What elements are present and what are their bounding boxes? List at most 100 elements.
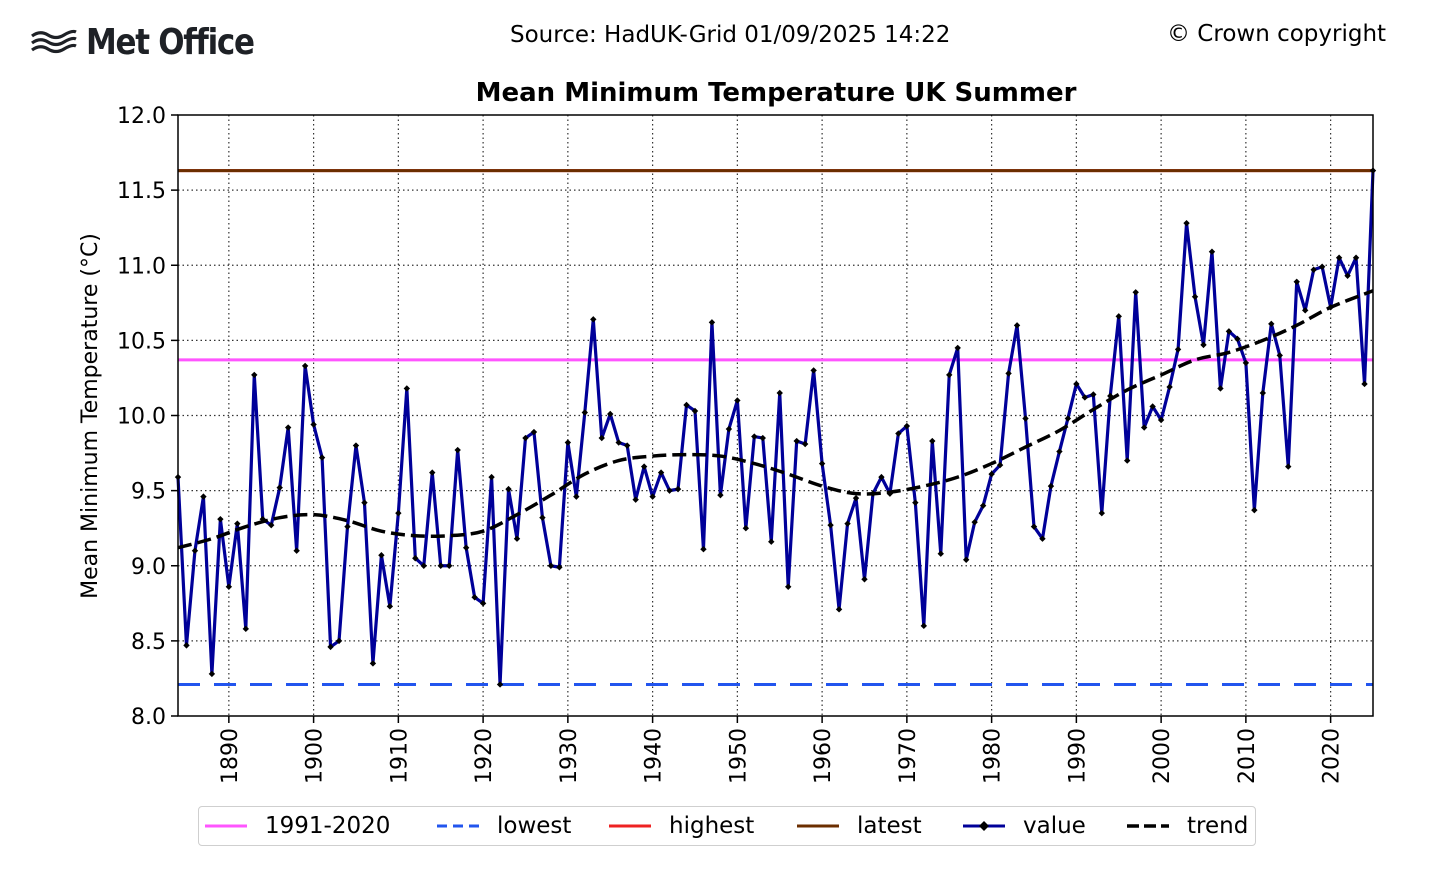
reference-lines (178, 169, 1373, 686)
chart-title: Mean Minimum Temperature UK Summer (476, 78, 1077, 108)
y-tick-label: 11.5 (117, 179, 166, 204)
value-point (691, 407, 699, 415)
value-point (369, 660, 377, 667)
value-point (666, 487, 673, 494)
value-point (1022, 415, 1029, 422)
legend: 1991-2020 lowest highest latest value tr… (198, 806, 1256, 846)
value-point (801, 440, 809, 448)
value-point (632, 496, 639, 503)
value-point (895, 430, 902, 437)
logo-text: Met Office (86, 21, 255, 63)
value-point (242, 625, 250, 633)
value-point (844, 520, 851, 527)
value-point (1030, 523, 1038, 530)
value-point (1183, 219, 1190, 227)
value-point (522, 434, 529, 442)
value-point (835, 606, 843, 613)
value-point (1318, 263, 1326, 270)
legend-swatch-lowest (437, 824, 479, 828)
value-point (590, 316, 597, 323)
legend-label-value: value (1023, 813, 1086, 839)
value-point (903, 422, 911, 430)
value-point (573, 493, 580, 500)
series-layer (174, 167, 1377, 688)
chart: Mean Minimum Temperature UK Summer Mean … (78, 78, 1377, 784)
value-point (768, 538, 775, 545)
value-point (1200, 341, 1207, 349)
value-point (403, 385, 411, 392)
value-point (1361, 380, 1368, 388)
value-point (1242, 359, 1250, 367)
value-point (556, 564, 563, 571)
source-text: Source: HadUK-Grid 01/09/2025 14:22 (510, 22, 951, 48)
value-point (912, 499, 919, 506)
value-point (208, 670, 216, 678)
value-point (200, 493, 207, 500)
legend-label-latest: latest (857, 813, 922, 839)
legend-item-lowest: lowest (437, 807, 571, 845)
value-point (623, 442, 631, 449)
value-point (1098, 509, 1105, 517)
x-tick-label: 1970 (896, 728, 921, 784)
value-point (785, 583, 792, 590)
value-point (1191, 293, 1199, 301)
value-point (598, 434, 605, 442)
value-point (1259, 389, 1267, 397)
value-point (979, 502, 987, 509)
value-point (1064, 415, 1072, 422)
value-point (1081, 394, 1089, 401)
value-point (1132, 289, 1139, 296)
x-tick-label: 2020 (1320, 728, 1345, 784)
value-point (352, 442, 360, 449)
value-point (861, 576, 868, 583)
value-point (1335, 254, 1343, 261)
value-point (954, 344, 961, 352)
value-point (412, 555, 419, 562)
value-point (1225, 328, 1233, 335)
value-point (293, 547, 300, 554)
value-point (513, 535, 521, 542)
value-point (725, 425, 733, 433)
value-point (564, 439, 572, 446)
value-point (751, 433, 758, 440)
legend-item-baseline: 1991-2020 (205, 807, 390, 845)
value-point (284, 424, 292, 431)
x-tick-label: 1950 (726, 728, 751, 784)
value-point (1115, 313, 1122, 320)
value-point (649, 493, 656, 500)
value-point (1047, 482, 1055, 490)
legend-item-highest: highest (609, 807, 754, 845)
value-point (310, 421, 317, 428)
x-tick-label: 1940 (642, 728, 667, 784)
grid (178, 115, 1373, 716)
legend-swatch-baseline (205, 824, 247, 828)
y-tick-label: 10.0 (117, 405, 166, 430)
value-point (674, 485, 682, 493)
x-tick-label: 2000 (1150, 728, 1175, 784)
value-point (920, 622, 928, 630)
x-tick-label: 2010 (1235, 728, 1260, 784)
y-tick-label: 8.0 (131, 705, 166, 730)
value-point (183, 642, 190, 649)
value-point (1157, 416, 1165, 424)
legend-swatch-trend (1127, 824, 1169, 828)
y-tick-label: 8.5 (131, 630, 166, 655)
value-point (429, 469, 436, 476)
legend-label-baseline: 1991-2020 (265, 813, 391, 839)
value-point (988, 470, 995, 478)
x-tick-label: 1920 (472, 728, 497, 784)
value-point (1013, 322, 1021, 329)
value-point (1005, 370, 1012, 377)
legend-item-latest: latest (797, 807, 922, 845)
plot-frame (177, 114, 1374, 717)
value-point (1301, 307, 1309, 314)
value-point (234, 520, 241, 527)
value-point (191, 547, 199, 554)
value-point (1293, 278, 1300, 285)
value-point (1090, 391, 1097, 398)
x-tick-label: 1930 (557, 728, 582, 784)
ticks: 1890 1900 1910 1920 1930 1940 1950 1960 1970 1980… (117, 104, 1345, 784)
value-point (420, 562, 427, 569)
value-point (505, 485, 512, 493)
value-point (1073, 380, 1080, 388)
